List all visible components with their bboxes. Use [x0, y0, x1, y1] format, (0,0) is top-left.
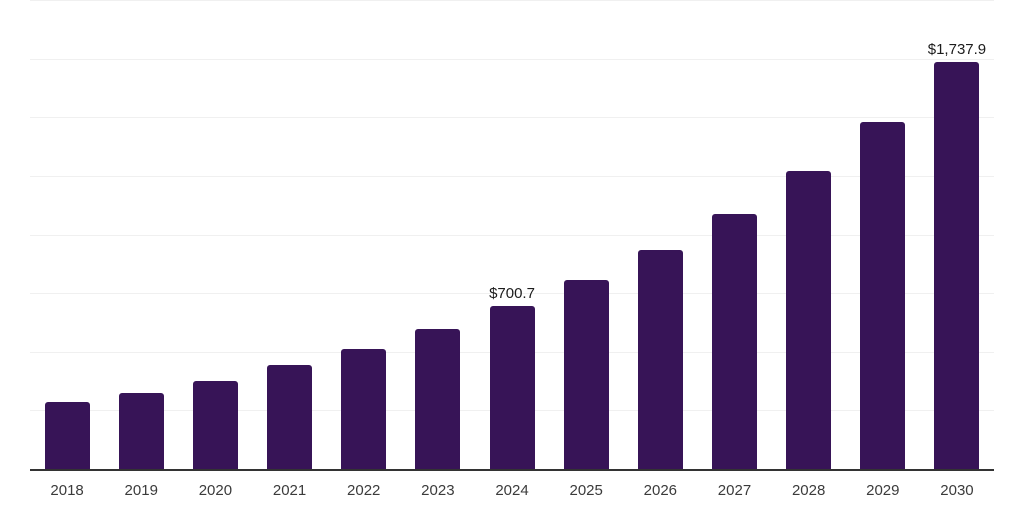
bar-slot [846, 1, 920, 470]
gridline [30, 175, 994, 177]
x-tick-label: 2023 [421, 482, 455, 499]
bar-slot [104, 1, 178, 470]
bar [44, 402, 90, 470]
bar-slot [549, 1, 623, 470]
bar [118, 392, 164, 470]
bar-slot: $700.7 [475, 1, 549, 470]
x-tick-label: 2026 [643, 482, 678, 499]
gridline [30, 234, 994, 236]
x-tick-label: 2022 [347, 482, 381, 499]
x-tick-label: 2019 [124, 482, 158, 499]
bar-value-label: $1,737.9 [927, 41, 987, 59]
bar-slot [30, 1, 104, 470]
x-axis-labels: 2018 2019 2020 2021 2022 2023 2024 2025 2026 2027… [30, 482, 994, 500]
bar [341, 348, 387, 470]
x-tick-label: 2027 [717, 482, 752, 499]
x-tick-label: 2021 [272, 482, 307, 499]
gridline [30, 0, 994, 1]
bar [934, 62, 980, 470]
gridline [30, 58, 994, 60]
x-tick-label: 2025 [569, 482, 603, 499]
gridline [30, 117, 994, 119]
bar [563, 280, 609, 470]
bar [267, 364, 313, 470]
x-tick-label: 2029 [866, 482, 900, 499]
bar-slot [327, 1, 401, 470]
bars-row: $700.7 $1,737.9 [30, 1, 994, 470]
bar-slot: $1,737.9 [920, 1, 994, 470]
x-tick-label: 2020 [198, 482, 233, 499]
gridline [30, 293, 994, 295]
bar [786, 171, 832, 470]
x-tick-label: 2018 [50, 482, 84, 499]
bar [192, 381, 238, 470]
bar [711, 213, 757, 470]
bar-slot [401, 1, 475, 470]
x-tick-label: 2024 [495, 482, 529, 499]
bar-slot [623, 1, 697, 470]
x-axis-line [30, 469, 994, 471]
plot-area: $700.7 $1,737.9 [30, 0, 994, 471]
bar-slot [252, 1, 326, 470]
bar [489, 305, 535, 470]
bar-value-label: $700.7 [489, 284, 535, 302]
bar [415, 328, 461, 470]
x-tick-label: 2028 [791, 482, 826, 499]
x-tick-label: 2030 [940, 482, 974, 499]
bar-slot [772, 1, 846, 470]
bar-slot [178, 1, 252, 470]
bar [637, 249, 683, 470]
bar [860, 122, 906, 470]
bar-slot [697, 1, 771, 470]
